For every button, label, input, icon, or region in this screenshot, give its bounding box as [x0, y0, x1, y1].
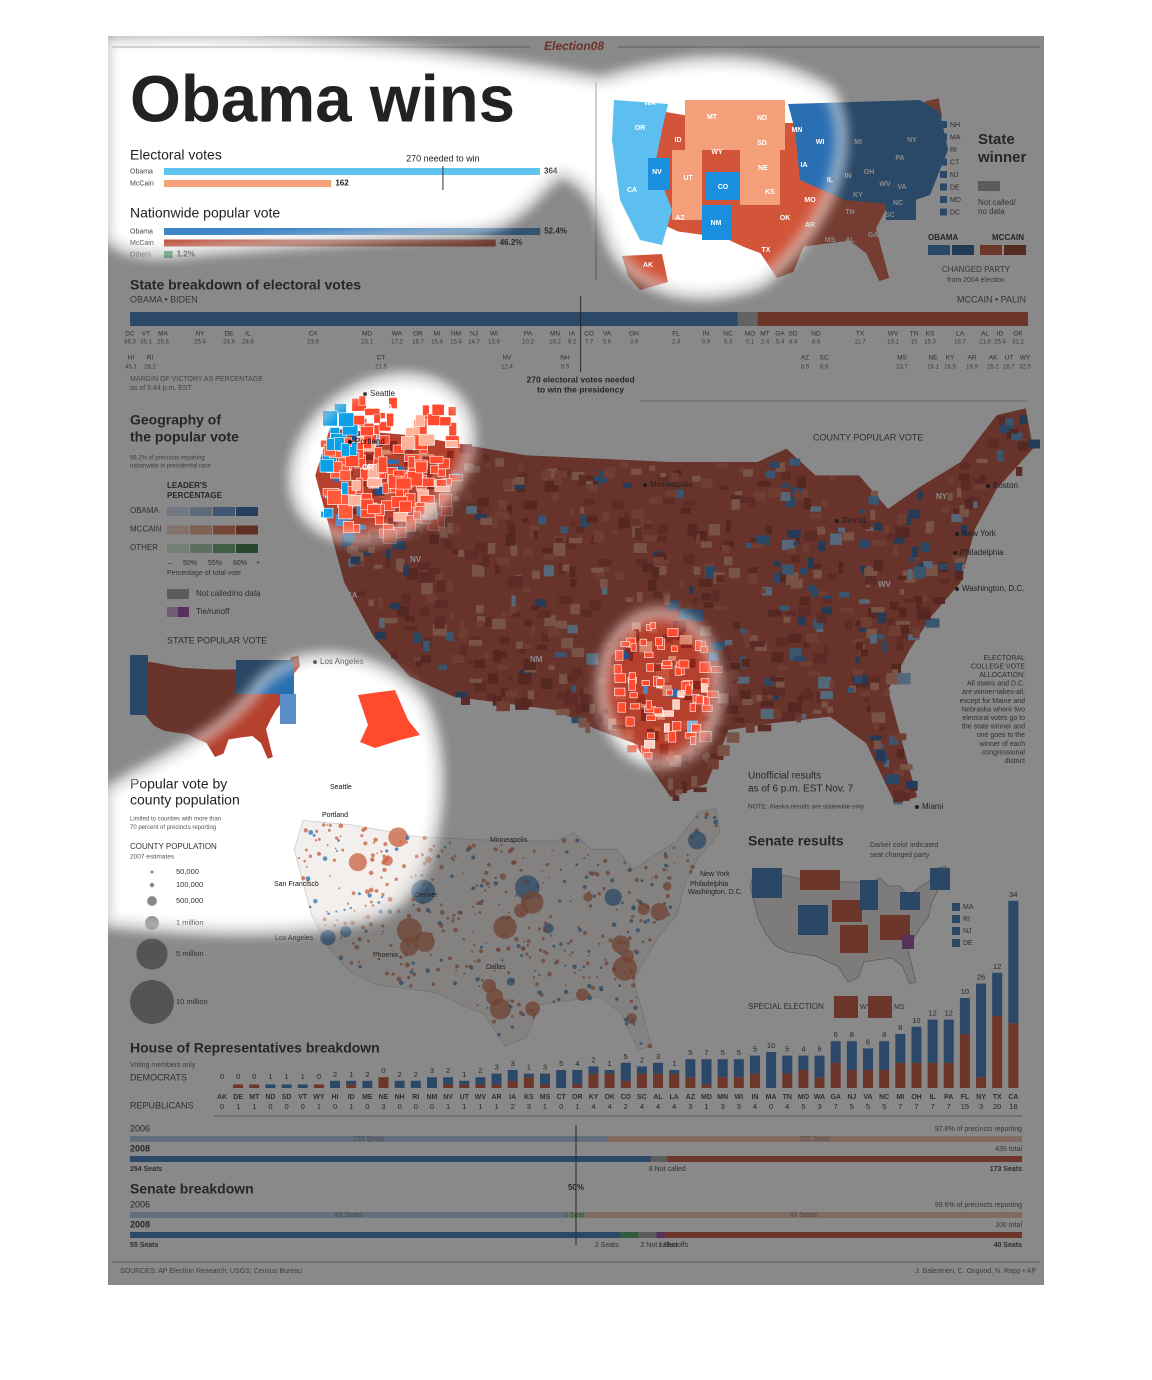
attention-overlay	[103, 33, 1044, 1285]
glow	[103, 33, 847, 935]
dim-layer	[108, 36, 1044, 1285]
